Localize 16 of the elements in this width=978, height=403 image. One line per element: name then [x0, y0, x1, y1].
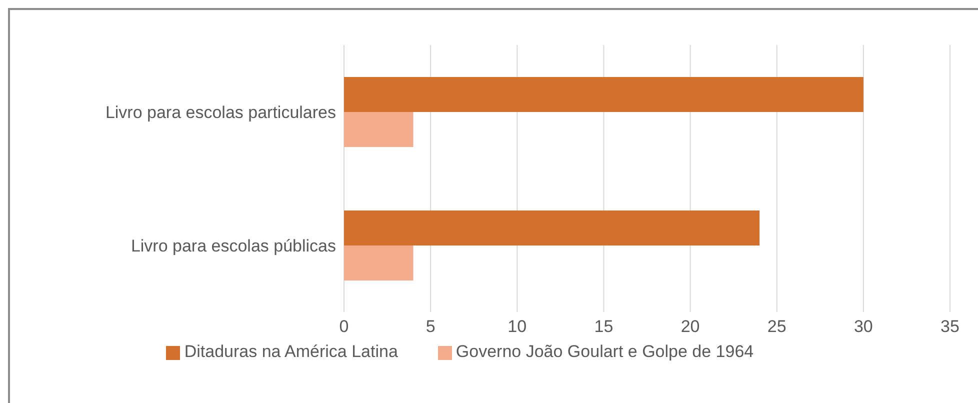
- x-tick-label: 20: [680, 317, 700, 336]
- x-tick-label: 10: [508, 317, 527, 336]
- x-tick-label: 25: [767, 317, 786, 336]
- x-tick-label: 5: [426, 317, 436, 336]
- legend-label: Ditaduras na América Latina: [184, 342, 398, 361]
- y-tick-label: Livro para escolas particulares: [105, 102, 336, 122]
- x-tick-label: 30: [854, 317, 873, 336]
- x-tick-label: 15: [594, 317, 614, 336]
- x-tick-label: 0: [339, 317, 349, 336]
- bar: [344, 210, 760, 246]
- legend-label: Governo João Goulart e Golpe de 1964: [456, 342, 754, 361]
- bar: [344, 246, 414, 281]
- bar: [344, 77, 864, 112]
- y-tick-label: Livro para escolas públicas: [130, 236, 336, 256]
- x-tick-label: 35: [940, 317, 960, 336]
- bar: [344, 112, 414, 148]
